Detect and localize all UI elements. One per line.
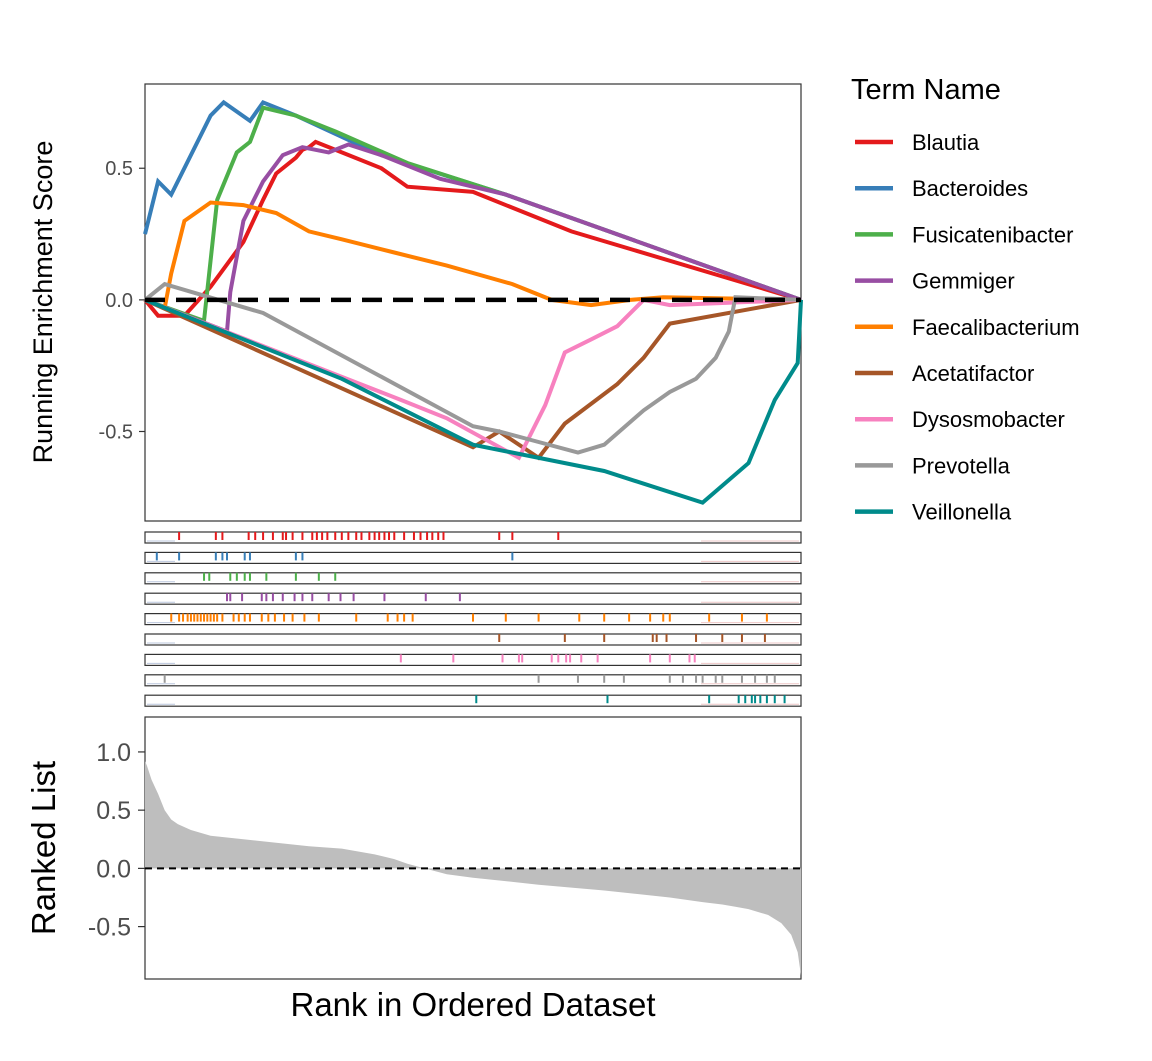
es-y-tick-label: -0.5	[99, 421, 133, 443]
hit-strip-veillonella	[144, 694, 802, 707]
legend-label: Prevotella	[912, 453, 1011, 478]
legend-label: Gemmiger	[912, 269, 1015, 294]
es-curve-prevotella	[143, 281, 802, 455]
hit-strip-frame	[144, 633, 802, 646]
rank-y-tick-label: 1.0	[96, 739, 131, 767]
es-y-axis-title: Running Enrichment Score	[28, 141, 58, 464]
enrichment-score-panel: 0.5 0.0 -0.5 Running Enrichment Score	[28, 83, 803, 522]
legend-label: Blautia	[912, 130, 980, 155]
hit-strip-acetatifactor	[144, 633, 802, 646]
legend-label: Faecalibacterium	[912, 315, 1080, 340]
rank-y-tick-label: 0.5	[96, 797, 131, 825]
hit-strip-frame	[144, 572, 802, 585]
ranked-list-panel: 1.0 0.5 0.0 -0.5 Ranked List Rank in Ordere…	[25, 716, 802, 1023]
legend-label: Bacteroides	[912, 176, 1028, 201]
legend: Term Name Blautia Bacteroides Fusicateniba…	[851, 74, 1080, 525]
es-y-tick-label: 0.5	[105, 158, 133, 180]
rank-y-tick-label: 0.0	[96, 855, 131, 883]
rank-y-tick-label: -0.5	[88, 914, 131, 942]
hit-strip-bacteroides	[144, 551, 802, 565]
legend-label: Veillonella	[912, 500, 1012, 525]
legend-item-fusicatenibacter: Fusicatenibacter	[855, 222, 1073, 247]
es-curve-gemmiger	[144, 142, 802, 335]
es-curves	[143, 99, 803, 505]
rank-y-axis-title: Ranked List	[25, 761, 62, 935]
hit-strip-frame	[144, 674, 802, 687]
hit-strip-blautia	[144, 531, 802, 544]
gene-set-hits-panel	[144, 531, 802, 707]
legend-title: Term Name	[851, 74, 1001, 106]
ranked-list-bars	[145, 761, 801, 976]
legend-item-dysosmobacter: Dysosmobacter	[855, 407, 1065, 432]
es-curve-veillonella	[144, 298, 803, 505]
es-curve-acetatifactor	[144, 297, 802, 461]
legend-item-blautia: Blautia	[855, 130, 980, 155]
legend-item-veillonella: Veillonella	[855, 500, 1012, 525]
hit-strip-frame	[144, 531, 802, 544]
legend-item-prevotella: Prevotella	[855, 453, 1011, 478]
legend-item-acetatifactor: Acetatifactor	[855, 361, 1034, 386]
hit-strip-gemmiger	[144, 592, 802, 605]
es-y-tick-label: 0.0	[105, 290, 133, 312]
hit-strip-frame	[144, 592, 802, 605]
hit-strip-frame	[144, 551, 802, 565]
x-axis-title: Rank in Ordered Dataset	[290, 986, 655, 1023]
legend-item-faecalibacterium: Faecalibacterium	[855, 315, 1080, 340]
hit-strip-fusicatenibacter	[144, 572, 802, 585]
hit-strip-frame	[144, 694, 802, 707]
legend-label: Fusicatenibacter	[912, 222, 1073, 247]
legend-item-bacteroides: Bacteroides	[855, 176, 1028, 201]
hit-strip-prevotella	[144, 674, 802, 687]
hit-strip-faecalibacterium	[144, 612, 802, 626]
es-curve-faecalibacterium	[144, 200, 802, 311]
es-curve-fusicatenibacter	[144, 105, 802, 324]
es-y-axis: 0.5 0.0 -0.5	[99, 158, 145, 443]
legend-item-gemmiger: Gemmiger	[855, 269, 1015, 294]
legend-label: Acetatifactor	[912, 361, 1034, 386]
hit-strip-dysosmobacter	[144, 653, 802, 667]
legend-label: Dysosmobacter	[912, 407, 1065, 432]
ranked-list-area	[145, 761, 801, 976]
legend-items: Blautia Bacteroides Fusicatenibacter Gemmig…	[855, 130, 1080, 525]
hit-strip-frame	[144, 653, 802, 667]
rank-y-axis: 1.0 0.5 0.0 -0.5	[88, 739, 145, 942]
